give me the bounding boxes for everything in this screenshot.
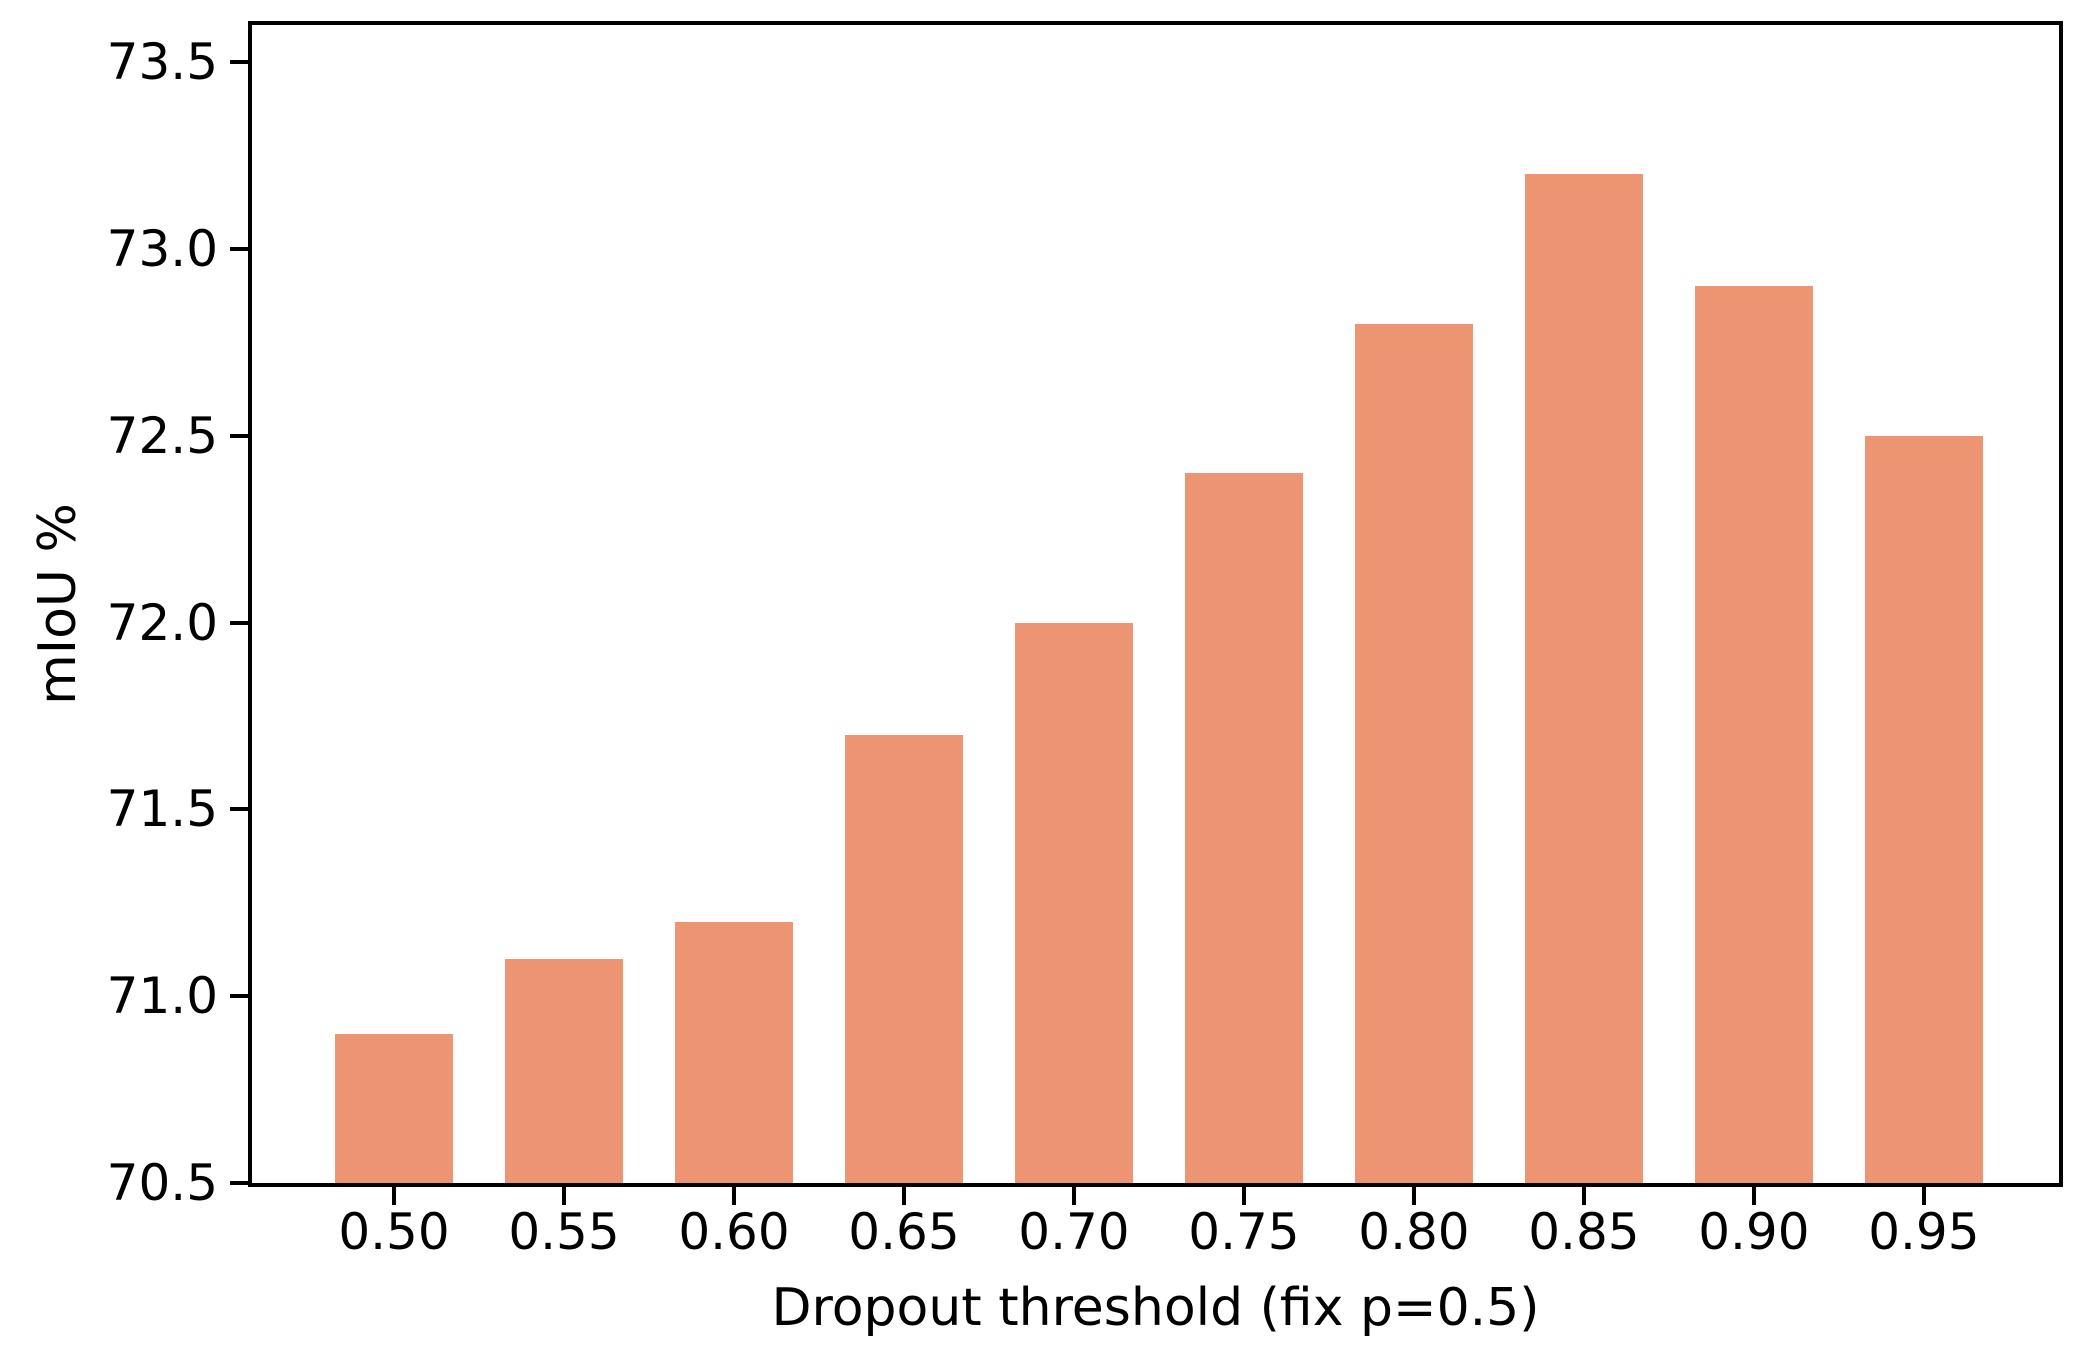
bar-0.95 <box>1864 435 1983 1183</box>
x-tick-label: 0.60 <box>678 1203 790 1261</box>
x-tick-mark <box>731 1187 736 1205</box>
x-tick-label: 0.55 <box>508 1203 620 1261</box>
x-tick-mark <box>1921 1187 1926 1205</box>
bar-0.65 <box>844 734 963 1183</box>
bar-0.70 <box>1014 622 1133 1183</box>
y-tick-label: 73.5 <box>106 33 218 92</box>
y-tick-mark <box>230 433 248 438</box>
x-tick-label: 0.65 <box>848 1203 960 1261</box>
y-tick-label: 72.5 <box>106 406 218 465</box>
x-tick-mark <box>901 1187 906 1205</box>
bar-0.85 <box>1524 174 1643 1183</box>
y-tick-label: 71.0 <box>106 967 218 1026</box>
x-tick-label: 0.50 <box>338 1203 450 1261</box>
y-tick-mark <box>230 807 248 812</box>
bar-0.55 <box>505 958 623 1183</box>
x-tick-mark <box>562 1187 566 1205</box>
x-tick-label: 0.95 <box>1868 1203 1980 1261</box>
plot-area: 70.5 71.0 71.5 72.0 72.5 73.0 73.5 0.50 0.55 0.60… <box>107 21 2063 1257</box>
y-tick-mark <box>230 620 248 625</box>
x-tick-label: 0.90 <box>1698 1203 1810 1261</box>
y-tick-label: 72.0 <box>106 593 218 652</box>
y-tick-label: 73.0 <box>106 220 218 279</box>
x-tick-mark <box>1411 1187 1416 1205</box>
bar-0.50 <box>335 1033 454 1183</box>
y-tick-label: 70.5 <box>106 1154 218 1212</box>
bar-0.90 <box>1694 286 1813 1183</box>
x-tick-mark <box>1071 1187 1076 1205</box>
bar-0.60 <box>675 921 793 1183</box>
y-tick-mark <box>230 994 248 999</box>
x-tick-label: 0.85 <box>1528 1203 1640 1261</box>
x-tick-mark <box>1241 1187 1246 1205</box>
y-tick-mark <box>230 247 248 252</box>
x-tick-mark <box>1581 1187 1586 1205</box>
y-tick-mark <box>230 60 248 65</box>
x-tick-label: 0.80 <box>1358 1203 1470 1261</box>
x-tick-mark <box>1751 1187 1756 1205</box>
y-tick-label: 71.5 <box>106 780 218 839</box>
x-tick-mark <box>392 1187 397 1205</box>
x-axis-title: Dropout threshold (fix p=0.5) <box>771 1278 1540 1338</box>
bar-0.75 <box>1184 473 1303 1183</box>
y-tick-mark <box>230 1181 248 1185</box>
x-tick-label: 0.75 <box>1188 1203 1300 1261</box>
x-tick-label: 0.70 <box>1018 1203 1130 1261</box>
bar-0.80 <box>1354 323 1473 1183</box>
